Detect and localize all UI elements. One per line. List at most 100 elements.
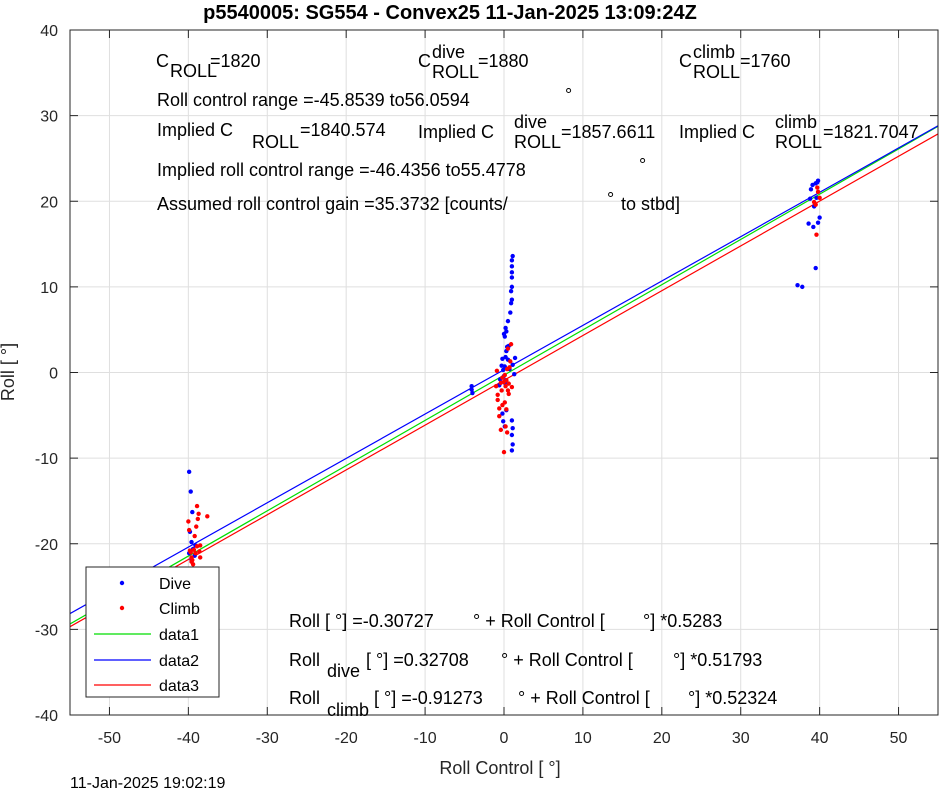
- point-dive: [508, 288, 514, 294]
- legend: Dive Climb data1 data2 data3: [85, 566, 220, 698]
- x-tick-label: -40: [177, 730, 200, 747]
- point-climb: [815, 189, 821, 195]
- point-dive: [807, 196, 813, 201]
- fit2-main: Roll: [289, 650, 320, 670]
- implied-climb-main: Implied C: [679, 122, 755, 142]
- annotation-c-roll: C ROLL =1820: [156, 51, 261, 81]
- point-dive: [509, 275, 515, 280]
- point-climb: [504, 430, 510, 435]
- point-dive: [509, 418, 515, 423]
- point-climb: [205, 514, 210, 519]
- point-climb: [186, 527, 192, 533]
- point-dive: [501, 367, 506, 373]
- legend-label: data3: [159, 678, 199, 695]
- point-dive: [504, 329, 509, 334]
- y-tick-label: 0: [49, 366, 58, 383]
- data-points: [186, 178, 822, 567]
- fit3-sub: climb: [327, 700, 369, 720]
- point-dive: [510, 425, 515, 431]
- c-climb-sub: ROLL: [693, 62, 740, 82]
- point-dive: [510, 253, 515, 259]
- point-dive: [508, 310, 513, 315]
- point-climb: [503, 384, 508, 389]
- legend-box: [85, 566, 220, 698]
- point-climb: [815, 185, 820, 190]
- legend-marker-climb: [119, 605, 125, 611]
- point-dive: [505, 318, 511, 324]
- point-climb: [505, 346, 511, 351]
- point-climb: [187, 548, 193, 553]
- fit2-part-c: °] *0.51793: [673, 650, 762, 670]
- point-dive: [808, 187, 814, 192]
- point-dive: [512, 372, 517, 377]
- y-tick-label: -10: [35, 451, 58, 468]
- point-dive: [508, 300, 514, 306]
- roll-control-range: Roll control range =-45.8539 to56.0594: [157, 90, 470, 110]
- point-climb: [194, 524, 199, 529]
- point-dive: [509, 432, 515, 438]
- x-tick-labels: -50 -40 -30 -20 -10 0 10 20 30 40 50: [98, 730, 908, 747]
- point-climb: [499, 388, 504, 393]
- point-dive: [817, 215, 822, 220]
- point-dive: [509, 270, 515, 275]
- point-climb: [495, 397, 500, 403]
- point-dive: [512, 355, 518, 361]
- fit-equation-all: Roll [ °] =-0.30727 ° + Roll Control [ °…: [289, 611, 722, 631]
- point-climb: [507, 365, 512, 370]
- point-dive: [795, 282, 800, 288]
- point-climb: [191, 547, 197, 552]
- fit3-main: Roll: [289, 688, 320, 708]
- c-dive-sup: dive: [432, 42, 465, 62]
- point-dive: [469, 384, 474, 389]
- y-tick-label: 10: [40, 280, 58, 297]
- fit2-sub: dive: [327, 661, 360, 681]
- implied-roll-control-range: Implied roll control range =-46.4356 to5…: [157, 160, 526, 180]
- y-tick-label: 30: [40, 109, 58, 126]
- point-dive: [806, 221, 811, 226]
- y-axis-label: Roll [ °]: [0, 343, 18, 401]
- fit3-part-b: ° + Roll Control [: [518, 688, 650, 708]
- implied-climb-sub: ROLL: [775, 132, 822, 152]
- point-climb: [190, 557, 195, 563]
- x-tick-label: -30: [256, 730, 279, 747]
- x-tick-label: 40: [811, 730, 829, 747]
- point-dive: [509, 297, 515, 302]
- implied-sub: ROLL: [252, 132, 299, 152]
- point-climb: [502, 372, 507, 378]
- point-dive: [503, 325, 508, 331]
- point-dive: [470, 390, 475, 396]
- point-climb: [194, 503, 200, 509]
- y-tick-label: -40: [35, 708, 58, 725]
- c-dive-main: C: [418, 51, 431, 71]
- legend-label: data1: [159, 627, 199, 644]
- point-climb: [506, 391, 511, 397]
- fit-equation-dive: Roll dive [ °] =0.32708 ° + Roll Control…: [289, 650, 762, 681]
- point-climb: [494, 368, 500, 373]
- annotation-c-climb: C climb ROLL =1760: [679, 42, 791, 82]
- fit1-part-c: °] *0.5283: [643, 611, 722, 631]
- point-climb: [186, 519, 191, 524]
- point-dive: [189, 539, 194, 545]
- implied-climb-value: =1821.7047: [823, 122, 919, 142]
- fit1-part-a: Roll [ °] =-0.30727: [289, 611, 434, 631]
- c-climb-sup: climb: [693, 42, 735, 62]
- legend-label: data2: [159, 653, 199, 670]
- x-tick-label: 10: [574, 730, 592, 747]
- x-axis-label: Roll Control [ °]: [439, 758, 560, 778]
- point-climb: [504, 407, 509, 412]
- fit-equation-climb: Roll climb [ °] =-0.91273 ° + Roll Contr…: [289, 688, 777, 720]
- point-climb: [192, 533, 197, 539]
- point-dive: [814, 195, 819, 201]
- point-climb: [504, 378, 509, 383]
- y-tick-label: -20: [35, 537, 58, 554]
- point-dive: [815, 220, 821, 225]
- point-climb: [506, 381, 511, 386]
- c-dive-sub: ROLL: [432, 62, 479, 82]
- c-climb-value: =1760: [740, 51, 791, 71]
- implied-climb-sup: climb: [775, 112, 817, 132]
- range-degree-symbol: °: [565, 85, 572, 105]
- annotation-implied-c-dive: Implied C dive ROLL =1857.6611: [418, 112, 655, 152]
- point-dive: [188, 489, 193, 494]
- gain-tail: to stbd]: [621, 194, 680, 214]
